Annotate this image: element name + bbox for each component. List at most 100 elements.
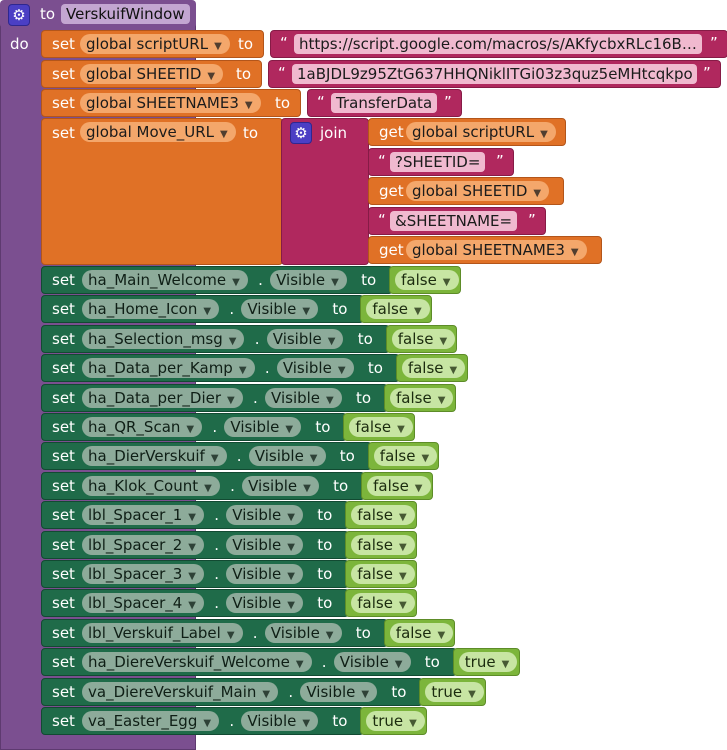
chevron-down-icon[interactable]: ▼ <box>227 395 235 406</box>
component-dropdown[interactable]: ha_DierVerskuif ▼ <box>82 446 227 466</box>
component-dropdown[interactable]: ha_Home_Icon ▼ <box>82 299 220 319</box>
chevron-down-icon[interactable]: ▼ <box>437 630 446 641</box>
get-variable-dropdown[interactable]: global SHEETID ▼ <box>406 181 550 201</box>
chevron-down-icon[interactable]: ▼ <box>220 129 228 140</box>
chevron-down-icon[interactable]: ▼ <box>287 542 295 553</box>
property-dropdown[interactable]: Visible ▼ <box>226 593 303 613</box>
chevron-down-icon[interactable]: ▼ <box>398 542 407 553</box>
global-variable-dropdown[interactable]: global scriptURL ▼ <box>80 34 230 54</box>
chevron-down-icon[interactable]: ▼ <box>262 689 271 700</box>
chevron-down-icon[interactable]: ▼ <box>468 689 476 700</box>
chevron-down-icon[interactable]: ▼ <box>302 718 311 729</box>
chevron-down-icon[interactable]: ▼ <box>203 718 212 729</box>
chevron-down-icon[interactable]: ▼ <box>398 571 407 582</box>
component-dropdown[interactable]: ha_Data_per_Dier ▼ <box>82 388 243 408</box>
chevron-down-icon[interactable]: ▼ <box>439 336 448 347</box>
property-dropdown[interactable]: Visible ▼ <box>300 682 378 702</box>
text-value-1[interactable]: 1aBJDL9z95ZtG637HHQNiklITGi03z3quz5eMHtc… <box>292 64 697 84</box>
chevron-down-icon[interactable]: ▼ <box>295 659 304 670</box>
component-dropdown[interactable]: ha_DiereVerskuif_Welcome ▼ <box>82 652 312 672</box>
gear-icon[interactable]: ⚙ <box>8 4 30 26</box>
chevron-down-icon[interactable]: ▼ <box>540 129 548 140</box>
chevron-down-icon[interactable]: ▼ <box>533 188 542 199</box>
chevron-down-icon[interactable]: ▼ <box>302 306 311 317</box>
component-dropdown[interactable]: ha_Data_per_Kamp ▼ <box>82 358 255 378</box>
text-value[interactable]: ?SHEETID= <box>390 152 486 172</box>
boolean-dropdown[interactable]: true ▼ <box>366 711 425 731</box>
boolean-dropdown[interactable]: false ▼ <box>390 388 454 408</box>
boolean-dropdown[interactable]: false ▼ <box>395 270 459 290</box>
property-dropdown[interactable]: Visible ▼ <box>264 623 342 643</box>
property-dropdown[interactable]: Visible ▼ <box>226 505 303 525</box>
chevron-down-icon[interactable]: ▼ <box>449 365 458 376</box>
chevron-down-icon[interactable]: ▼ <box>186 424 195 435</box>
get-variable-dropdown[interactable]: global SHEETNAME3 ▼ <box>406 240 587 260</box>
boolean-dropdown[interactable]: false ▼ <box>401 358 466 378</box>
component-dropdown[interactable]: va_DiereVerskuif_Main ▼ <box>82 682 279 702</box>
property-dropdown[interactable]: Visible ▼ <box>226 564 303 584</box>
property-dropdown[interactable]: Visible ▼ <box>224 417 302 437</box>
chevron-down-icon[interactable]: ▼ <box>188 600 196 611</box>
property-dropdown[interactable]: Visible ▼ <box>248 446 326 466</box>
component-dropdown[interactable]: ha_Klok_Count ▼ <box>82 476 220 496</box>
text-value-0[interactable]: https://script.google.com/macros/s/AKfyc… <box>294 34 702 54</box>
boolean-dropdown[interactable]: false ▼ <box>366 299 430 319</box>
chevron-down-icon[interactable]: ▼ <box>337 365 346 376</box>
boolean-dropdown[interactable]: true ▼ <box>425 682 484 702</box>
global-variable-dropdown[interactable]: global SHEETID ▼ <box>80 64 224 84</box>
chevron-down-icon[interactable]: ▼ <box>210 453 219 464</box>
chevron-down-icon[interactable]: ▼ <box>394 659 403 670</box>
chevron-down-icon[interactable]: ▼ <box>287 600 295 611</box>
chevron-down-icon[interactable]: ▼ <box>325 630 334 641</box>
chevron-down-icon[interactable]: ▼ <box>570 247 579 258</box>
boolean-dropdown[interactable]: false ▼ <box>367 476 431 496</box>
boolean-dropdown[interactable]: false ▼ <box>351 593 415 613</box>
chevron-down-icon[interactable]: ▼ <box>442 277 451 288</box>
boolean-dropdown[interactable]: true ▼ <box>458 652 518 672</box>
chevron-down-icon[interactable]: ▼ <box>331 277 339 288</box>
component-dropdown[interactable]: ha_Main_Welcome ▼ <box>82 270 248 290</box>
chevron-down-icon[interactable]: ▼ <box>232 277 240 288</box>
chevron-down-icon[interactable]: ▼ <box>188 512 196 523</box>
chevron-down-icon[interactable]: ▼ <box>398 600 407 611</box>
chevron-down-icon[interactable]: ▼ <box>204 483 212 494</box>
property-dropdown[interactable]: Visible ▼ <box>276 358 354 378</box>
chevron-down-icon[interactable]: ▼ <box>228 336 237 347</box>
chevron-down-icon[interactable]: ▼ <box>437 395 446 406</box>
chevron-down-icon[interactable]: ▼ <box>414 306 422 317</box>
property-dropdown[interactable]: Visible ▼ <box>242 476 319 496</box>
component-dropdown[interactable]: lbl_Spacer_2 ▼ <box>82 535 204 555</box>
property-dropdown[interactable]: Visible ▼ <box>241 711 319 731</box>
chevron-down-icon[interactable]: ▼ <box>501 659 510 670</box>
property-dropdown[interactable]: Visible ▼ <box>226 535 303 555</box>
chevron-down-icon[interactable]: ▼ <box>203 306 212 317</box>
chevron-down-icon[interactable]: ▼ <box>397 424 405 435</box>
boolean-dropdown[interactable]: false ▼ <box>349 417 413 437</box>
chevron-down-icon[interactable]: ▼ <box>285 424 294 435</box>
get-variable-dropdown[interactable]: global scriptURL ▼ <box>406 122 556 142</box>
chevron-down-icon[interactable]: ▼ <box>188 571 196 582</box>
gear-icon[interactable]: ⚙ <box>290 122 312 144</box>
chevron-down-icon[interactable]: ▼ <box>287 571 295 582</box>
chevron-down-icon[interactable]: ▼ <box>414 483 423 494</box>
chevron-down-icon[interactable]: ▼ <box>398 512 407 523</box>
boolean-dropdown[interactable]: false ▼ <box>389 623 454 643</box>
chevron-down-icon[interactable]: ▼ <box>326 395 334 406</box>
chevron-down-icon[interactable]: ▼ <box>361 689 370 700</box>
procedure-name[interactable]: VerskuifWindow <box>61 4 190 24</box>
boolean-dropdown[interactable]: false ▼ <box>351 535 415 555</box>
chevron-down-icon[interactable]: ▼ <box>309 453 318 464</box>
component-dropdown[interactable]: ha_Selection_msg ▼ <box>82 329 245 349</box>
component-dropdown[interactable]: ha_QR_Scan ▼ <box>82 417 203 437</box>
boolean-dropdown[interactable]: false ▼ <box>351 505 415 525</box>
text-value[interactable]: &SHEETNAME= <box>390 211 518 231</box>
component-dropdown[interactable]: va_Easter_Egg ▼ <box>82 711 220 731</box>
property-dropdown[interactable]: Visible ▼ <box>241 299 319 319</box>
property-dropdown[interactable]: Visible ▼ <box>333 652 411 672</box>
component-dropdown[interactable]: lbl_Verskuif_Label ▼ <box>82 623 243 643</box>
component-dropdown[interactable]: lbl_Spacer_3 ▼ <box>82 564 204 584</box>
boolean-dropdown[interactable]: false ▼ <box>391 329 456 349</box>
property-dropdown[interactable]: Visible ▼ <box>266 329 344 349</box>
global-variable-dropdown[interactable]: global Move_URL ▼ <box>80 122 236 142</box>
chevron-down-icon[interactable]: ▼ <box>409 718 417 729</box>
